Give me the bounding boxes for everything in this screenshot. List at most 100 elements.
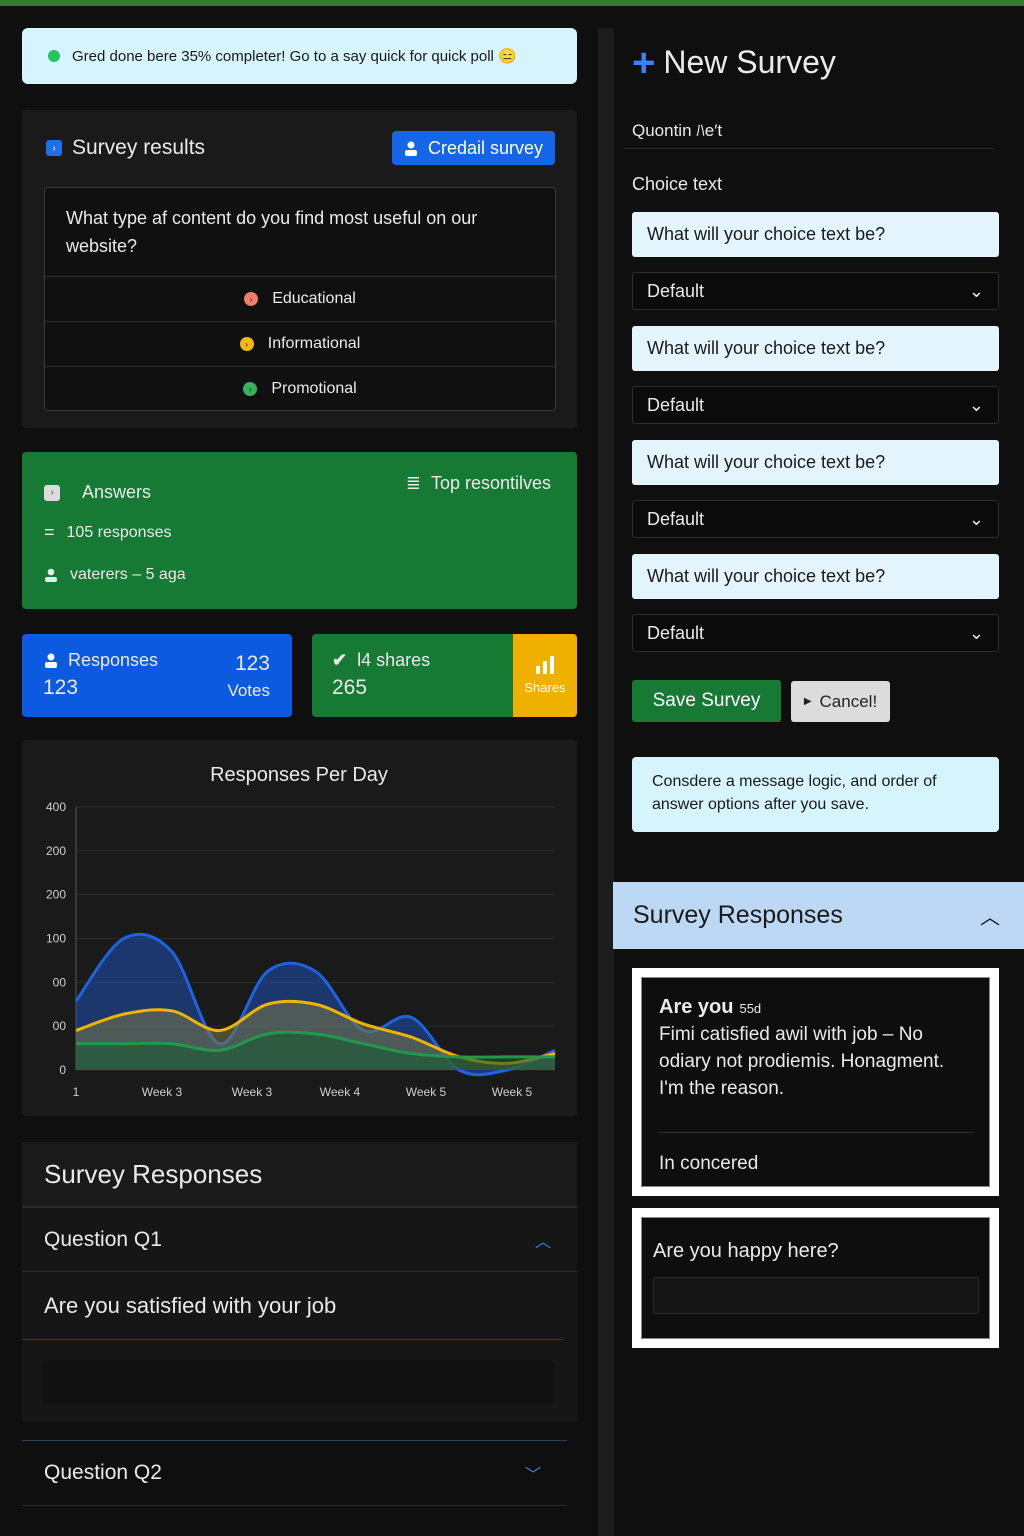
poll-option-educational[interactable]: › Educational (45, 276, 555, 321)
user-icon (404, 141, 417, 156)
responses-stat-label: Responses (68, 650, 159, 670)
x-tick-label: Week 5 (406, 1085, 447, 1099)
chart-title: Responses Per Day (210, 764, 388, 786)
choice-input-3[interactable]: What will your choice text be? (632, 440, 999, 485)
list-icon: ≣ (405, 473, 421, 493)
responses-count: 105 responses (66, 523, 172, 541)
response-footer: In concered (659, 1153, 759, 1174)
y-tick-label: 0 (59, 1063, 66, 1077)
y-tick-label: 200 (46, 844, 66, 858)
credail-survey-button[interactable]: Credail survey (391, 131, 555, 165)
option-dot-icon: › (244, 292, 259, 306)
choice-select-2[interactable]: Default ⌄ (632, 386, 999, 424)
voters-row: vaterers – 5 aga (44, 566, 186, 584)
select-value: Default (647, 280, 705, 301)
alert-text: Gred done bere 35% completer! Go to a sa… (72, 48, 517, 65)
question-q2-toggle[interactable]: Question Q2 ﹀ (22, 1440, 567, 1506)
check-icon: ✔ (332, 650, 348, 670)
question-q2-label: Question Q2 (44, 1461, 162, 1484)
response-title-text: Are you (659, 996, 734, 1018)
x-tick-label: Week 4 (320, 1085, 361, 1099)
shares-badge-label: Shares (524, 680, 566, 695)
top-accent-bar (0, 0, 1024, 6)
survey-results-header: › Survey results (46, 136, 205, 160)
choice-select-1[interactable]: Default ⌄ (632, 272, 999, 310)
x-tick-label: Week 3 (232, 1085, 273, 1099)
save-survey-button[interactable]: Save Survey (632, 680, 781, 722)
select-value: Default (647, 394, 705, 415)
series-line-3 (76, 1030, 555, 1059)
shares-stat-label: l4 shares (357, 650, 431, 670)
new-survey-title: + New Survey (632, 40, 836, 85)
survey-results-panel: › Survey results Credail survey What typ… (22, 110, 577, 428)
top-results-label: Top resontilves (430, 473, 551, 493)
person-icon (45, 568, 57, 582)
choice-text-label: Choice text (632, 174, 723, 194)
response-card-title: Are you 55d (659, 996, 973, 1019)
equals-icon: = (44, 522, 55, 542)
survey-icon: › (46, 140, 62, 156)
voters-text: vaterers – 5 aga (70, 566, 186, 583)
chevron-down-icon: ⌄ (968, 394, 984, 415)
response-card-2: Are you happy here? (632, 1208, 999, 1348)
progress-alert: Gred done bere 35% completer! Go to a sa… (22, 28, 577, 84)
divider (659, 1132, 973, 1133)
response-answer-field[interactable] (653, 1277, 979, 1314)
option-dot-icon: › (243, 382, 258, 396)
status-dot-icon (48, 50, 60, 62)
select-value: Default (647, 508, 705, 529)
choice-input-2[interactable]: What will your choice text be? (632, 326, 999, 371)
question-q1-toggle[interactable]: Question Q1 ︿ (22, 1208, 577, 1272)
shares-stat-header: ✔ l4 shares (332, 650, 430, 671)
responses-stat-value: 123 (43, 676, 79, 699)
poll-option-informational[interactable]: › Informational (45, 321, 555, 366)
y-tick-label: 200 (46, 888, 66, 902)
response-card-inner: Are you happy here? (641, 1217, 990, 1339)
question-q1-text: Are you satisfied with your job (22, 1272, 563, 1340)
y-tick-label: 00 (53, 975, 67, 989)
votes-stat-value: 123 (234, 652, 270, 675)
survey-results-title: Survey results (72, 136, 206, 159)
chevron-down-icon: ⌄ (968, 508, 984, 529)
chevron-up-icon: ︿ (980, 907, 1000, 929)
choice-input-4[interactable]: What will your choice text be? (632, 554, 999, 599)
answers-icon: › (44, 484, 60, 501)
question-name-label: Quontin ﾊe′t (632, 121, 723, 140)
answers-panel: › Answers ≣ Top resontilves = 105 respon… (22, 452, 577, 609)
bar-chart-icon (536, 656, 554, 674)
x-tick-label: Week 5 (492, 1085, 533, 1099)
chevron-down-icon: ⌄ (968, 280, 984, 301)
poll-option-promotional[interactable]: › Promotional (45, 366, 555, 410)
response-card-question: Are you happy here? (653, 1240, 839, 1262)
shares-stat-card: ✔ l4 shares 265 Shares (312, 634, 577, 717)
survey-responses-accordion[interactable]: Survey Responses ︿ (613, 882, 1024, 949)
survey-responses-title: Survey Responses (22, 1142, 577, 1208)
option-label: Promotional (271, 380, 357, 397)
top-results-link[interactable]: ≣ Top resontilves (406, 473, 551, 494)
credail-survey-label: Credail survey (427, 137, 543, 158)
caret-right-icon: ▶ (803, 696, 812, 707)
series-area-3 (76, 1032, 555, 1070)
q1-answer-field[interactable] (42, 1360, 554, 1404)
option-label: Educational (272, 290, 356, 307)
answers-header: › Answers (44, 482, 151, 503)
survey-responses-heading: Survey Responses (633, 901, 843, 929)
plus-icon: + (632, 40, 656, 85)
new-survey-title-text: New Survey (663, 44, 836, 80)
votes-stat-label: Votes (227, 681, 270, 700)
responses-chart-panel: Responses Per Day 400 200 200 100 00 00 0 1 Week … (22, 740, 577, 1116)
shares-stat-value: 265 (332, 676, 368, 699)
response-card-1: Are you 55d Fimi catisfied awil with job … (632, 968, 999, 1196)
choice-select-3[interactable]: Default ⌄ (632, 500, 999, 538)
response-body: Fimi catisfied awil with job – No odiary… (659, 1024, 945, 1099)
chevron-down-icon: ﹀ (524, 1467, 541, 1484)
shares-badge[interactable]: Shares (513, 634, 577, 717)
y-tick-label: 100 (46, 932, 66, 946)
choice-select-4[interactable]: Default ⌄ (632, 614, 999, 652)
choice-input-1[interactable]: What will your choice text be? (632, 212, 999, 257)
cancel-button[interactable]: ▶ Cancel! (791, 681, 890, 722)
info-note: Consdere a message logic, and order of a… (632, 757, 999, 832)
y-tick-label: 400 (46, 800, 66, 814)
poll-question: What type af content do you find most us… (66, 208, 478, 256)
